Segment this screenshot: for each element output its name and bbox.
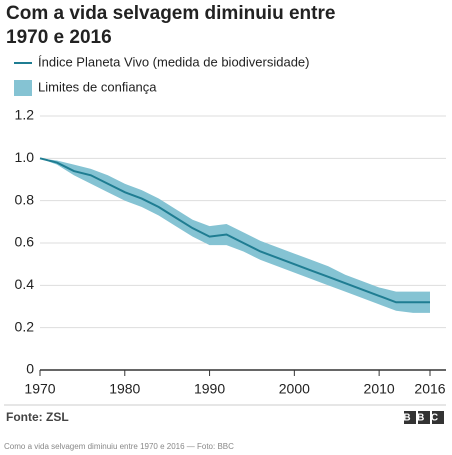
legend-label: Limites de confiança <box>38 79 157 94</box>
y-tick-label: 0 <box>26 361 34 377</box>
confidence-band <box>40 158 430 313</box>
y-tick-label: 1.2 <box>15 107 35 123</box>
x-tick-label: 2016 <box>414 381 445 397</box>
x-tick-label: 1970 <box>24 381 55 397</box>
y-tick-label: 1.0 <box>15 149 35 165</box>
y-tick-label: 0.4 <box>15 276 35 292</box>
series-line <box>39 157 430 304</box>
y-tick-label: 0.2 <box>15 318 35 334</box>
logo: BBC <box>403 411 444 424</box>
logo-block <box>432 411 444 424</box>
logo-block <box>404 411 416 424</box>
logo-text: BBC <box>403 413 444 424</box>
legend-label: Índice Planeta Vivo (medida de biodivers… <box>38 54 309 69</box>
legend-band-swatch <box>14 80 32 96</box>
x-tick-label: 1980 <box>109 381 140 397</box>
x-tick-label: 2010 <box>364 381 395 397</box>
x-tick-label: 1990 <box>194 381 225 397</box>
x-tick-label: 2000 <box>279 381 310 397</box>
caption: Como a vida selvagem diminuiu entre 1970… <box>4 442 234 451</box>
source: Fonte: ZSL <box>6 410 69 424</box>
y-tick-label: 0.8 <box>15 191 35 207</box>
chart-title: Com a vida selvagem diminuiu entre 1970 … <box>6 3 336 48</box>
y-tick-label: 0.6 <box>15 234 35 250</box>
logo-block <box>418 411 430 424</box>
